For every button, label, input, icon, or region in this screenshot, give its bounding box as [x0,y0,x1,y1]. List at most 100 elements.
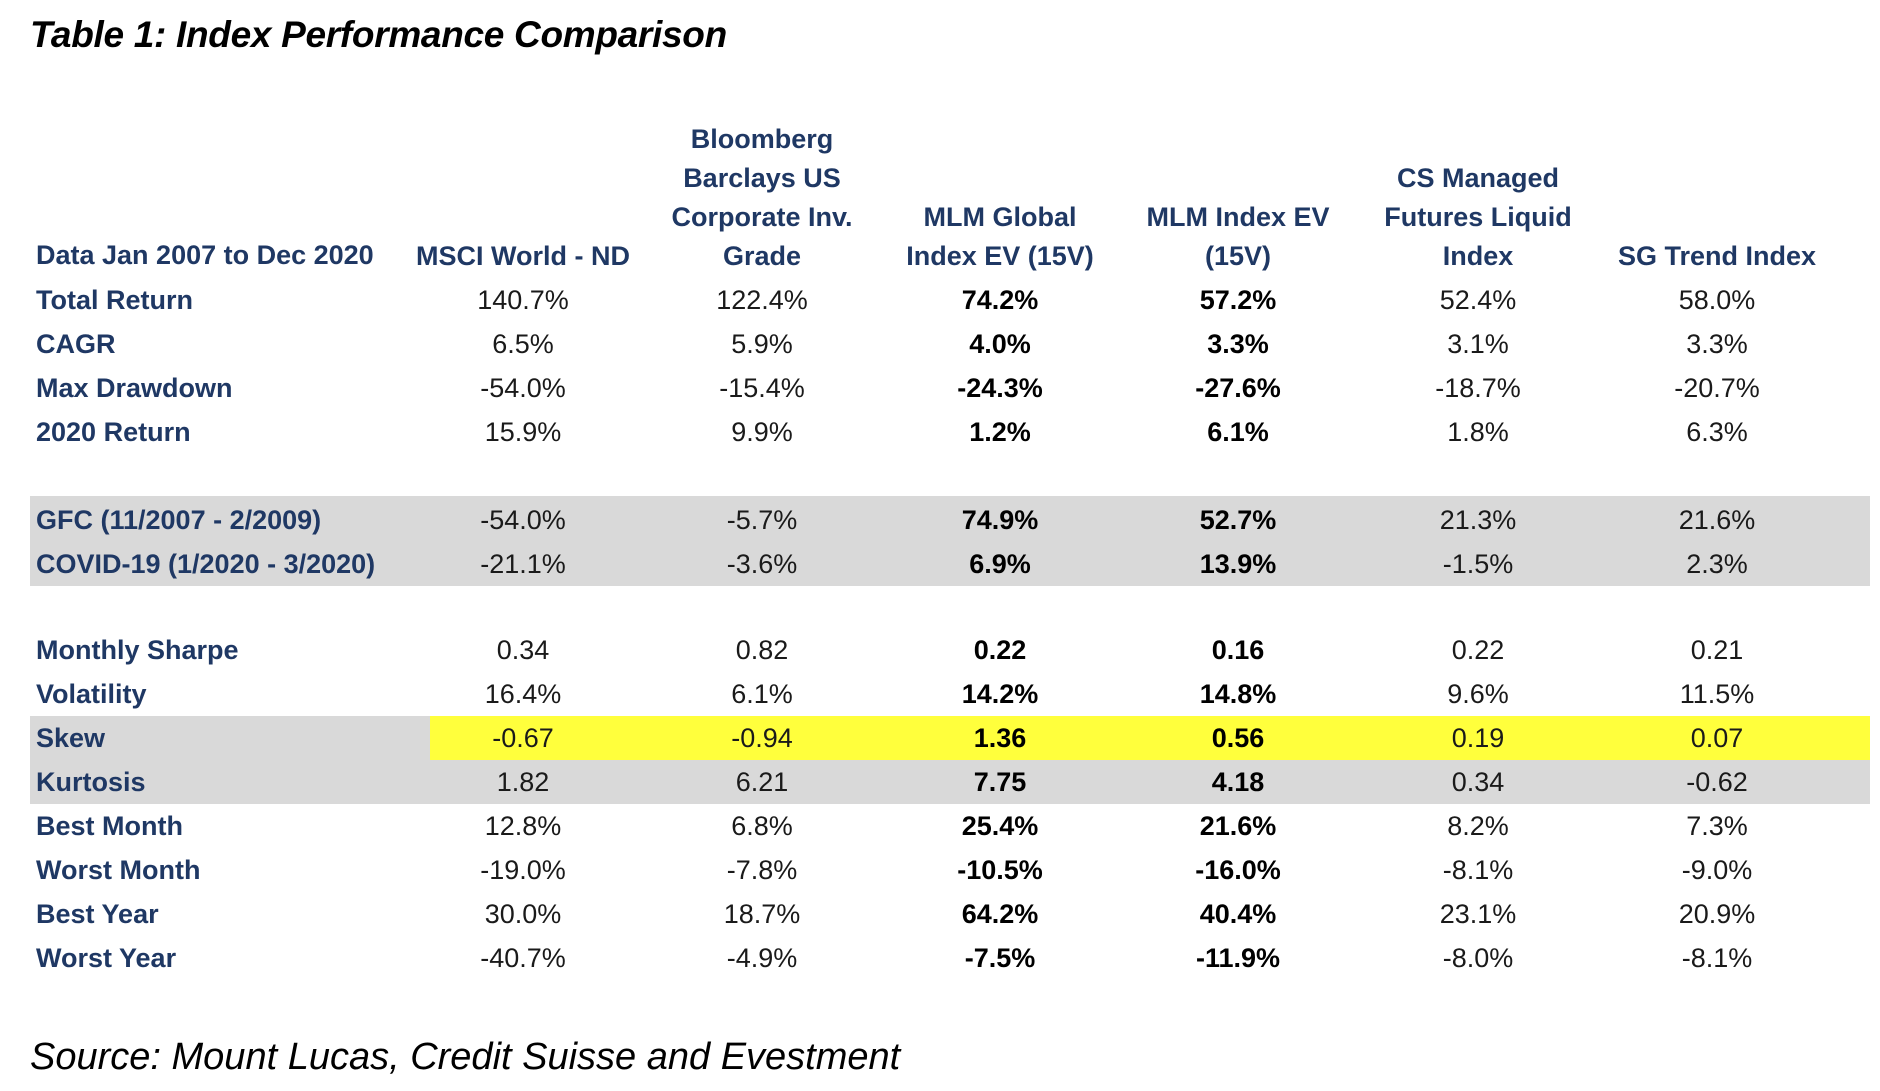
row-label: 2020 Return [36,417,191,447]
column-header-line: Barclays US [683,163,841,193]
row-label: COVID-19 (1/2020 - 3/2020) [36,549,376,579]
table-cell: -8.1% [1442,855,1514,885]
table-title: Table 1: Index Performance Comparison [30,14,727,55]
table-cell: 8.2% [1447,811,1509,841]
column-header-line: Corporate Inv. [671,202,853,232]
table-cell: 0.22 [1451,635,1505,665]
row-label: GFC (11/2007 - 2/2009) [36,505,322,535]
table-cell: 13.9% [1199,549,1277,579]
table-cell: 6.5% [492,329,554,359]
table-cell: 7.3% [1686,811,1748,841]
table-cell: 4.0% [969,329,1031,359]
table-cell: 0.19 [1451,723,1505,753]
table-cell: -8.1% [1681,943,1753,973]
source-note: Source: Mount Lucas, Credit Suisse and E… [30,1036,901,1078]
table-cell: 6.21 [735,767,789,797]
table-cell: -0.94 [731,723,793,753]
column-header: MSCI World - ND [403,96,643,276]
table-cell: -3.6% [726,549,798,579]
table-cell: 74.9% [961,505,1039,535]
table-cell: 25.4% [961,811,1039,841]
table-cell: 0.34 [496,635,550,665]
table-cell: 0.34 [1451,767,1505,797]
row-shade-band [30,498,1870,542]
table-cell: 6.1% [1207,417,1269,447]
table-cell: 14.8% [1199,679,1277,709]
table-cell: 9.9% [731,417,793,447]
column-header-line: Bloomberg [690,124,834,154]
table-cell: 15.9% [484,417,562,447]
table-cell: 3.3% [1207,329,1269,359]
table-cell: 0.56 [1211,723,1265,753]
table-cell: -7.8% [726,855,798,885]
column-header: SG Trend Index [1597,96,1837,276]
table-cell: -24.3% [957,373,1043,403]
table-cell: -8.0% [1442,943,1514,973]
row-label: Volatility [36,679,147,709]
table-cell: 23.1% [1439,899,1517,929]
column-header-line: MSCI World - ND [416,241,630,271]
row-shade-band [30,760,1870,804]
table-cell: 57.2% [1199,285,1277,315]
table-cell: 20.9% [1678,899,1756,929]
table-cell: 0.21 [1690,635,1744,665]
row-label: Total Return [36,285,193,315]
table-cell: 6.9% [969,549,1031,579]
table-cell: -11.9% [1195,943,1281,973]
column-header-line: Futures Liquid [1384,202,1572,232]
row-shade-band [30,542,1870,586]
table-cell: -0.62 [1686,767,1748,797]
table-cell: 1.2% [969,417,1031,447]
row-label: Best Month [36,811,183,841]
corner-header-label: Data Jan 2007 to Dec 2020 [36,240,374,270]
table-cell: -54.0% [480,373,566,403]
table-cell: 21.3% [1439,505,1517,535]
table-cell: 58.0% [1678,285,1756,315]
column-header: Bloomberg Barclays US Corporate Inv. Grade [642,96,882,276]
table-cell: -1.5% [1442,549,1514,579]
table-cell: 7.75 [973,767,1027,797]
table-cell: -9.0% [1681,855,1753,885]
column-header-line: SG Trend Index [1617,241,1817,271]
column-header: CS Managed Futures Liquid Index [1358,96,1598,276]
table-cell: -27.6% [1195,373,1281,403]
table-cell: 0.16 [1211,635,1265,665]
column-header-line: CS Managed [1396,163,1560,193]
table-cell: -4.9% [726,943,798,973]
table-cell: -21.1% [480,549,566,579]
table-cell: 5.9% [731,329,793,359]
table-cell: 12.8% [484,811,562,841]
row-label: Worst Year [36,943,177,973]
table-cell: 140.7% [477,285,569,315]
table-cell: 2.3% [1686,549,1748,579]
row-label: Monthly Sharpe [36,635,239,665]
table-cell: 30.0% [484,899,562,929]
table-cell: 11.5% [1679,679,1755,709]
column-header-line: Index [1442,241,1514,271]
column-header-line: (15V) [1204,241,1272,271]
table-cell: -20.7% [1674,373,1760,403]
table-cell: 6.3% [1686,417,1748,447]
table-cell: 21.6% [1199,811,1277,841]
table-cell: -0.67 [492,723,554,753]
table-cell: 40.4% [1199,899,1277,929]
column-header: MLM Index EV (15V) [1118,96,1358,276]
column-header-line: Index EV (15V) [906,241,1094,271]
table-cell: -15.4% [719,373,805,403]
row-label: Skew [36,723,106,753]
table-cell: 52.4% [1439,285,1517,315]
table-cell: 0.22 [973,635,1027,665]
table-cell: -16.0% [1195,855,1281,885]
table-cell: 16.4% [484,679,562,709]
table-cell: -40.7% [480,943,566,973]
table-cell: 4.18 [1211,767,1265,797]
table-cell: -5.7% [726,505,798,535]
table-cell: 1.8% [1447,417,1509,447]
table-cell: 1.36 [973,723,1027,753]
table-cell: 0.82 [735,635,789,665]
table-cell: -18.7% [1435,373,1521,403]
row-shade-band [30,716,430,760]
table-cell: 64.2% [961,899,1039,929]
row-label: Worst Month [36,855,201,885]
table-cell: 6.1% [731,679,793,709]
